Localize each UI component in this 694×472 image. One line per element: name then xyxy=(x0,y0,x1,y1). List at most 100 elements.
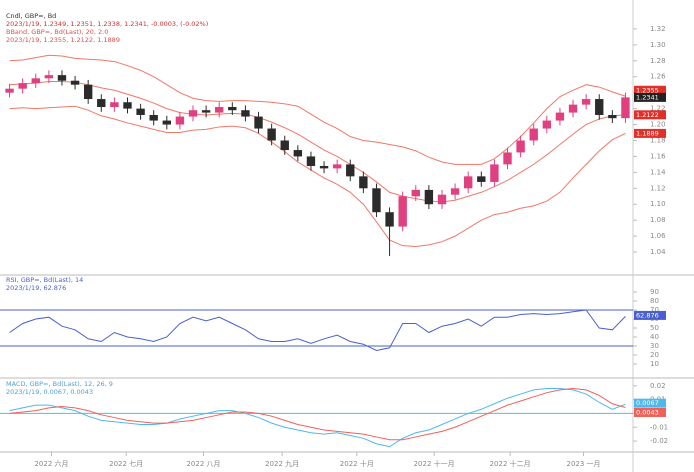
candle-body xyxy=(621,97,630,119)
chart-title: Cndl, GBP=, Bd xyxy=(6,12,56,20)
series-line xyxy=(9,388,626,448)
value-tag xyxy=(634,310,666,320)
y-tick-label: 0.02 xyxy=(650,382,666,390)
candle-body xyxy=(398,196,407,227)
candle-body xyxy=(201,110,211,113)
y-tick-label: 1.26 xyxy=(650,73,666,81)
candle-body xyxy=(267,128,276,141)
candle-body xyxy=(437,194,447,205)
value-tag xyxy=(634,398,666,408)
candle-body xyxy=(516,140,525,153)
rsi-title: RSI, GBP=, Bd(Last), 14 xyxy=(6,276,83,284)
candle-body xyxy=(188,110,198,117)
value-tag-label: 62.876 xyxy=(636,311,659,319)
y-tick-label: 1.16 xyxy=(650,152,666,160)
band-line xyxy=(9,105,626,247)
candle-body xyxy=(359,176,368,189)
candle-body xyxy=(5,88,14,93)
y-tick-label: 1.06 xyxy=(650,232,666,240)
value-tag-label: 1.1889 xyxy=(636,129,659,137)
y-tick-label: 1.22 xyxy=(650,105,666,113)
candle-body xyxy=(372,188,381,213)
candle-body xyxy=(490,164,499,182)
y-tick-label: 70 xyxy=(650,306,659,314)
candle-body xyxy=(424,189,434,205)
value-tag-label: 0.0067 xyxy=(636,399,659,407)
x-tick-label: 2022 十一月 xyxy=(414,459,455,468)
candle-body xyxy=(503,152,512,165)
x-tick-label: 2022 十月 xyxy=(340,459,374,468)
x-tick-label: 2022 九月 xyxy=(265,459,299,468)
y-tick-label: 20 xyxy=(650,351,659,359)
candle-body xyxy=(595,99,604,115)
candle-body xyxy=(306,156,316,166)
y-tick-label: 1.18 xyxy=(650,136,666,144)
y-tick-label: 1.12 xyxy=(650,184,666,192)
band-label: BBand, GBP=, Bd(Last), 20, 2.0 xyxy=(6,28,108,36)
y-tick-label: 1.30 xyxy=(650,41,666,49)
y-tick-label: 1.08 xyxy=(650,216,666,224)
y-tick-label: 1.14 xyxy=(650,168,666,176)
value-tag-label: 0.0043 xyxy=(636,408,659,416)
candle-body xyxy=(70,80,80,85)
candle-body xyxy=(568,104,578,113)
x-tick-label: 2022 六月 xyxy=(34,459,68,468)
y-tick-label: 90 xyxy=(650,288,659,296)
candle-body xyxy=(385,212,394,227)
series-line xyxy=(9,309,626,352)
y-tick-label: 1.10 xyxy=(650,200,666,208)
value-tag xyxy=(634,407,666,417)
y-tick-label: 30 xyxy=(650,342,659,350)
candle-body xyxy=(346,164,355,177)
candle-body xyxy=(123,102,132,109)
candle-body xyxy=(450,188,460,195)
value-tag-label: 1.2122 xyxy=(636,111,659,119)
candle-body xyxy=(57,75,67,81)
candle-body xyxy=(542,120,552,129)
candle-body xyxy=(254,116,263,129)
candle-body xyxy=(44,75,54,79)
y-tick-label: 1.28 xyxy=(650,57,666,65)
candle-body xyxy=(608,114,617,119)
series-line xyxy=(9,388,626,441)
candle-body xyxy=(18,83,27,89)
value-tag-label: 1.2355 xyxy=(636,86,659,94)
candle-body xyxy=(581,99,591,105)
candle-body xyxy=(31,78,40,84)
candle-body xyxy=(136,108,145,115)
x-tick-label: 2022 十二月 xyxy=(490,459,531,468)
y-tick-label: 1.32 xyxy=(650,25,666,33)
y-tick-label: -0.01 xyxy=(650,423,668,431)
candle-body xyxy=(411,189,420,197)
x-tick-label: 2023 一月 xyxy=(566,460,600,468)
band-reading: 2023/1/19, 1.2355, 1.2122, 1.1889 xyxy=(6,36,120,44)
candle-body xyxy=(332,164,342,169)
candle-body xyxy=(293,150,303,157)
candle-body xyxy=(319,165,329,169)
candle-body xyxy=(83,84,93,100)
y-tick-label: 1.04 xyxy=(650,248,666,256)
candle-body xyxy=(162,120,171,125)
y-tick-label: -0.02 xyxy=(650,437,668,445)
band-line xyxy=(9,81,626,203)
y-tick-label: 40 xyxy=(650,333,659,341)
candle-body xyxy=(149,114,158,121)
y-tick-label: 1.20 xyxy=(650,121,666,129)
candle-body xyxy=(464,176,473,189)
value-tag xyxy=(634,85,666,95)
value-tag xyxy=(634,110,666,120)
macd-subtitle: 2023/1/19, 0.0067, 0.0043 xyxy=(6,388,93,396)
candle-body xyxy=(529,128,538,141)
value-tag-label: 1.2341 xyxy=(636,93,659,101)
rsi-subtitle: 2023/1/19, 62.876 xyxy=(6,284,66,292)
candle-body xyxy=(110,102,119,108)
y-tick-label: 10 xyxy=(650,360,659,368)
band-line xyxy=(9,54,626,165)
macd-title: MACD, GBP=, Bd(Last), 12, 26, 9 xyxy=(6,380,113,388)
candle-body xyxy=(97,99,106,108)
value-tag xyxy=(634,92,666,102)
x-tick-label: 2022 七月 xyxy=(109,459,143,468)
candle-body xyxy=(477,176,486,182)
candle-body xyxy=(280,140,289,151)
